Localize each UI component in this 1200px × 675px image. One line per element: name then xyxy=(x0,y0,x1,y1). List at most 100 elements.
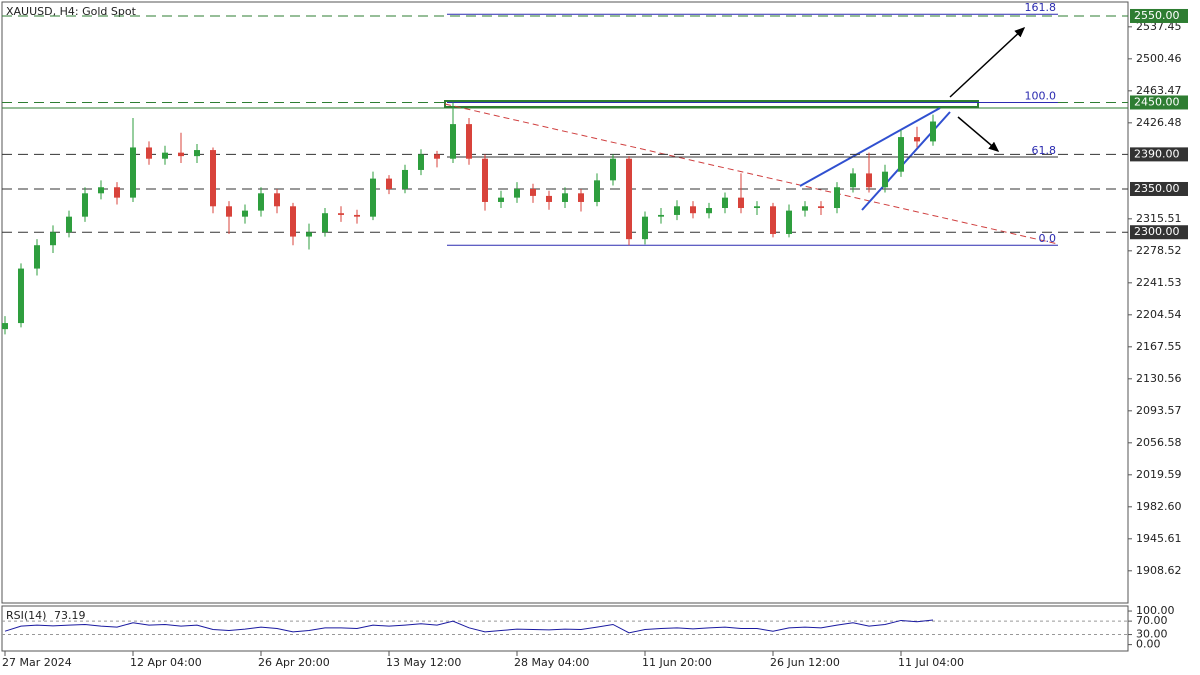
rsi-line xyxy=(4,619,934,634)
candle-body xyxy=(690,206,696,214)
candle-body xyxy=(66,216,72,233)
y-tick-label: 2426.48 xyxy=(1136,116,1182,129)
candle-body xyxy=(898,137,904,172)
candle-body xyxy=(274,193,280,207)
rsi-tick-label: 100.00 xyxy=(1136,604,1175,617)
rsi-frame xyxy=(1,605,1129,652)
candle-body xyxy=(434,154,440,159)
candle-body xyxy=(738,197,744,209)
candle-body xyxy=(450,124,456,159)
fib-label: 100.0 xyxy=(1025,89,1057,102)
candle-body xyxy=(562,193,568,202)
x-tick-label: 13 May 12:00 xyxy=(386,656,461,669)
candle-body xyxy=(114,187,120,198)
candle-body xyxy=(402,169,408,189)
plot-frame xyxy=(1,1,1129,604)
x-tick-label: 12 Apr 04:00 xyxy=(130,656,202,669)
level-box xyxy=(1130,8,1188,23)
candle-body xyxy=(834,187,840,209)
x-tick-label: 11 Jun 20:00 xyxy=(642,656,712,669)
y-tick-label: 2204.54 xyxy=(1136,308,1182,321)
candle-body xyxy=(82,193,88,217)
y-tick-label: 2093.57 xyxy=(1136,404,1182,417)
x-tick-label: 27 Mar 2024 xyxy=(2,656,72,669)
candle-body xyxy=(386,178,392,189)
y-tick-label: 1982.60 xyxy=(1136,500,1182,513)
candle-body xyxy=(50,232,56,246)
candle-body xyxy=(530,188,536,196)
y-tick-label: 2315.51 xyxy=(1136,212,1182,225)
x-tick-label: 26 Apr 20:00 xyxy=(258,656,330,669)
level-label: 2390.00 xyxy=(1134,147,1180,160)
candle-body xyxy=(674,206,680,215)
candle-body xyxy=(226,206,232,217)
candle-body xyxy=(130,147,136,198)
candle-body xyxy=(626,158,632,240)
candle-body xyxy=(418,154,424,170)
candle-body xyxy=(578,193,584,202)
candle-body xyxy=(18,268,24,324)
candle-body xyxy=(930,121,936,142)
candle-body xyxy=(706,208,712,214)
candle-body xyxy=(786,210,792,234)
y-tick-label: 2130.56 xyxy=(1136,372,1182,385)
y-tick-label: 2537.45 xyxy=(1136,20,1182,33)
y-tick-label: 2278.52 xyxy=(1136,244,1182,257)
candle-body xyxy=(194,150,200,157)
x-tick-label: 11 Jul 04:00 xyxy=(898,656,964,669)
candle-body xyxy=(754,206,760,209)
candle-body xyxy=(322,213,328,233)
candle-body xyxy=(98,187,104,194)
candle-body xyxy=(34,245,40,269)
candle-body xyxy=(818,206,824,209)
fib-label: 0.0 xyxy=(1039,232,1057,245)
chart-title: XAUUSD, H4: Gold Spot xyxy=(6,5,137,18)
candle-body xyxy=(146,147,152,159)
candle-body xyxy=(722,197,728,209)
level-box xyxy=(1130,181,1188,196)
candle-body xyxy=(850,173,856,188)
y-tick-label: 2167.55 xyxy=(1136,340,1182,353)
candle-body xyxy=(338,213,344,215)
candle-body xyxy=(242,210,248,217)
x-tick-label: 26 Jun 12:00 xyxy=(770,656,840,669)
rsi-tick-label: 70.00 xyxy=(1136,614,1168,627)
candle-body xyxy=(466,124,472,159)
y-tick-label: 2500.46 xyxy=(1136,52,1182,65)
rsi-name: RSI(14) xyxy=(6,609,46,622)
y-tick-label: 1908.62 xyxy=(1136,564,1182,577)
candle-body xyxy=(546,195,552,202)
arrow-up xyxy=(949,26,1026,98)
rsi-tick-label: 0.00 xyxy=(1136,638,1161,651)
candle-body xyxy=(258,193,264,211)
rsi-tick-label: 30.00 xyxy=(1136,628,1168,641)
y-tick-label: 1945.61 xyxy=(1136,532,1182,545)
candle-body xyxy=(370,178,376,217)
candle-body xyxy=(178,152,184,157)
fib-label: 161.8 xyxy=(1025,1,1057,14)
level-label: 2350.00 xyxy=(1134,182,1180,195)
candle-body xyxy=(658,214,664,217)
fib-label: 61.8 xyxy=(1032,144,1057,157)
level-label: 2450.00 xyxy=(1134,95,1180,108)
y-tick-label: 2241.53 xyxy=(1136,276,1182,289)
candle-body xyxy=(594,180,600,202)
candle-body xyxy=(2,323,8,330)
candle-body xyxy=(306,232,312,237)
level-label: 2300.00 xyxy=(1134,225,1180,238)
candle-body xyxy=(210,150,216,207)
trend-line xyxy=(444,103,1059,245)
wedge-upper xyxy=(799,107,941,187)
candle-body xyxy=(354,214,360,217)
candle-body xyxy=(770,206,776,234)
y-tick-label: 2056.58 xyxy=(1136,436,1182,449)
arrow-down xyxy=(957,116,1000,152)
level-box xyxy=(1130,147,1188,162)
candle-body xyxy=(802,206,808,211)
level-box xyxy=(1130,95,1188,110)
level-label: 2550.00 xyxy=(1134,9,1180,22)
resistance-zone xyxy=(444,100,979,108)
candle-body xyxy=(866,173,872,188)
candle-body xyxy=(290,206,296,237)
